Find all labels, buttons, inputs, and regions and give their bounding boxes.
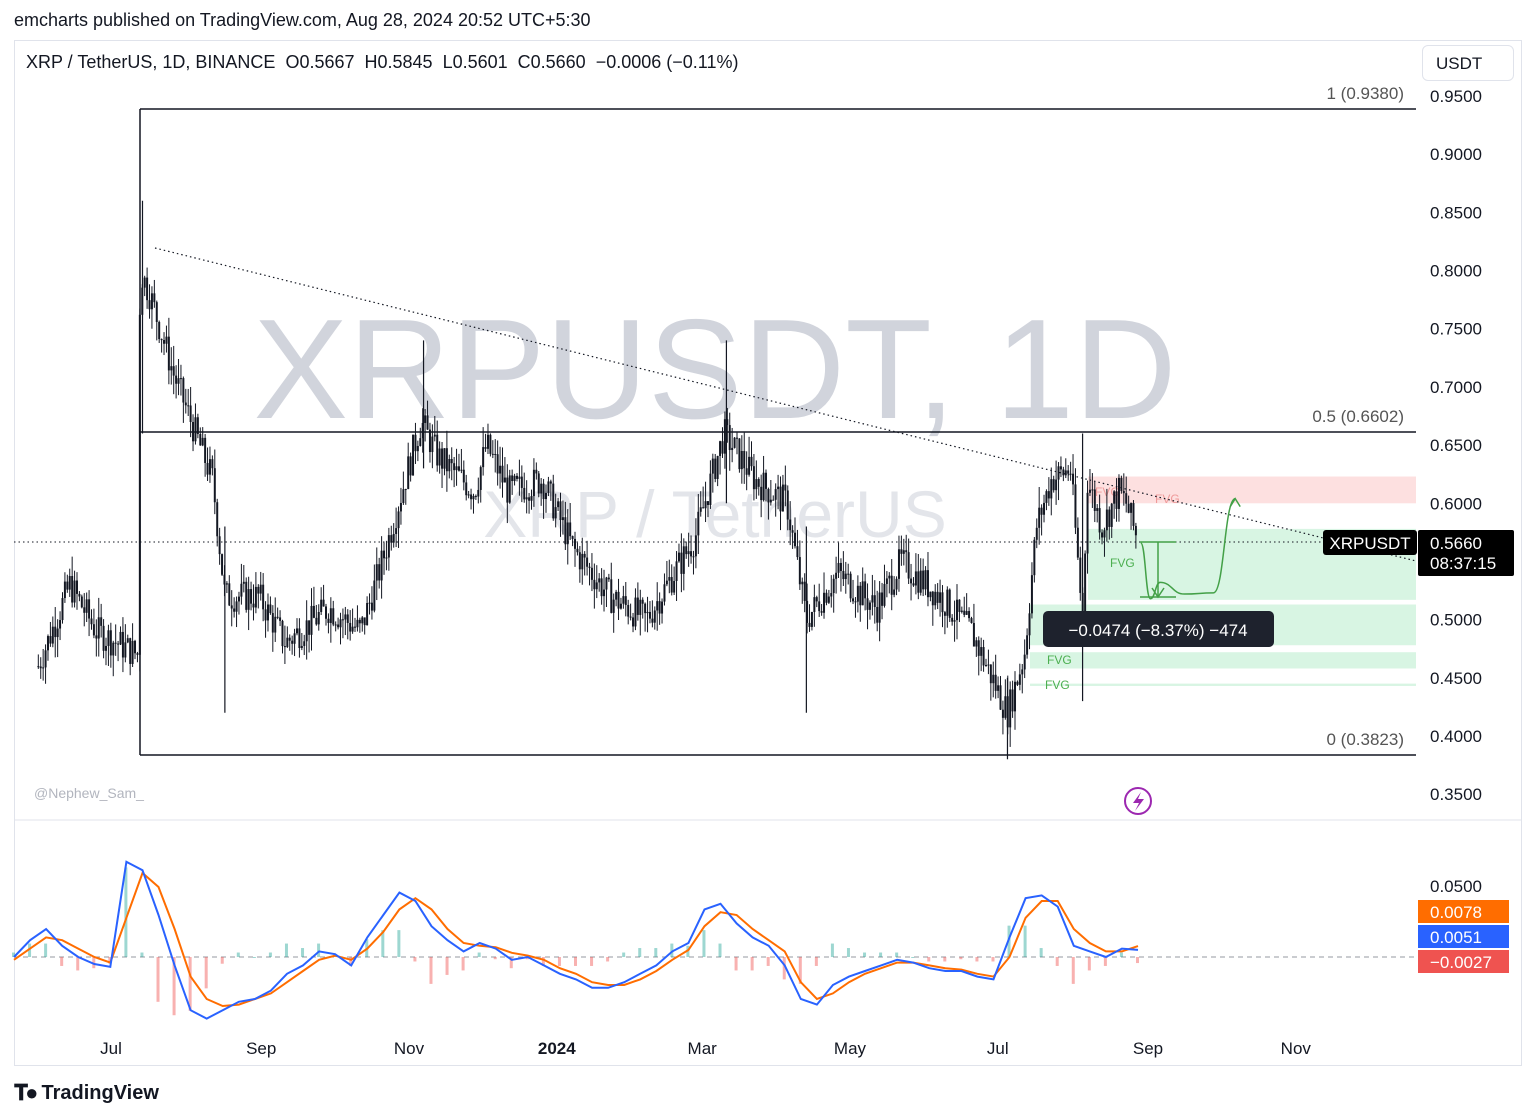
- publish-header: emcharts published on TradingView.com, A…: [14, 10, 591, 30]
- chart-frame: [14, 40, 1522, 1066]
- ohlc-change: −0.0006 (−0.11%): [595, 52, 739, 72]
- currency-button[interactable]: USDT: [1422, 45, 1514, 81]
- ohlc-high: H0.5845: [364, 52, 433, 72]
- tradingview-logo[interactable]: 𝐓● TradingView: [14, 1080, 159, 1106]
- symbol-name[interactable]: XRP / TetherUS, 1D, BINANCE: [26, 52, 276, 72]
- tradingview-logo-icon: 𝐓●: [14, 1080, 39, 1105]
- ohlc-low: L0.5601: [442, 52, 508, 72]
- ohlc-open: O0.5667: [285, 52, 355, 72]
- footer-brand: TradingView: [41, 1081, 159, 1104]
- symbol-legend: XRP / TetherUS, 1D, BINANCE O0.5667 H0.584…: [26, 52, 748, 73]
- ohlc-close: C0.5660: [517, 52, 586, 72]
